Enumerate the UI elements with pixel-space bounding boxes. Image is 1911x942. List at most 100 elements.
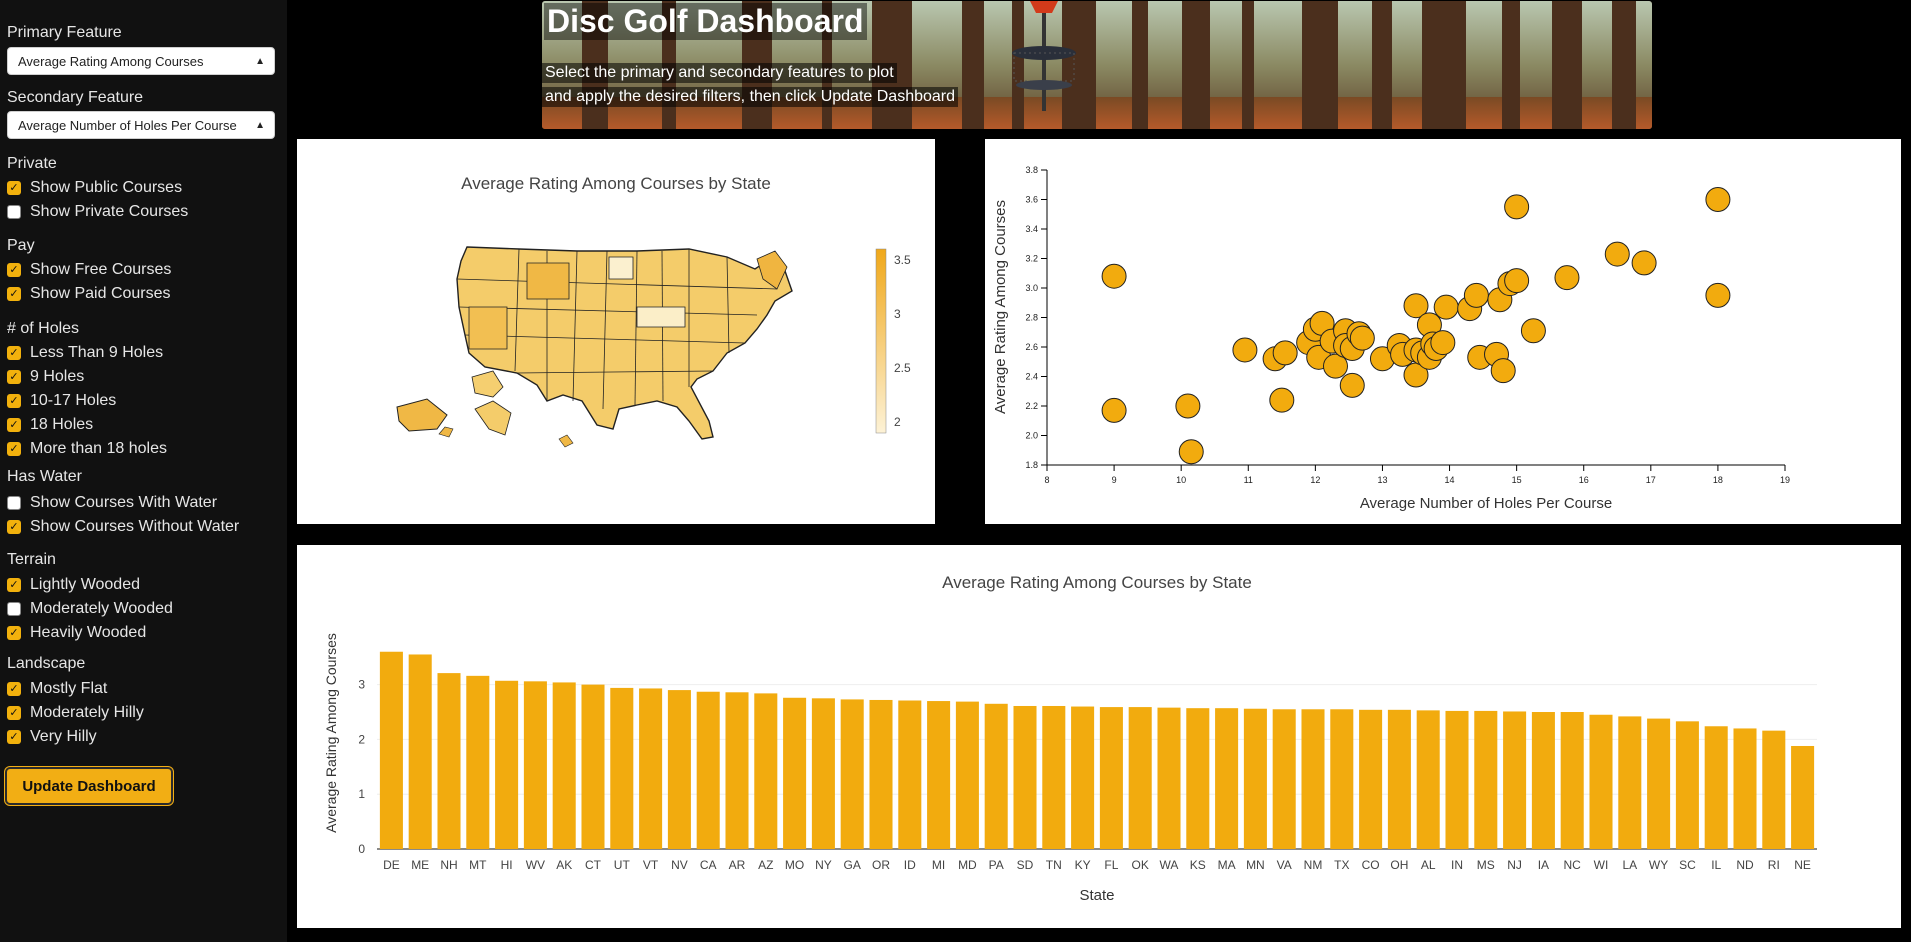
scatter-point[interactable]: [1504, 268, 1530, 294]
bar[interactable]: [466, 675, 490, 849]
bar[interactable]: [1387, 709, 1411, 849]
bar-series[interactable]: [379, 651, 1815, 849]
scatter-point[interactable]: [1520, 318, 1546, 344]
bar[interactable]: [408, 654, 432, 849]
bar[interactable]: [1272, 709, 1296, 849]
filter-checkbox[interactable]: ✓ Show Courses Without Water: [7, 517, 239, 537]
bar[interactable]: [1330, 709, 1354, 849]
filter-checkbox[interactable]: ✓ Lightly Wooded: [7, 575, 140, 595]
scatter-point[interactable]: [1705, 282, 1731, 308]
scatter-plot[interactable]: 8 9 10 11 12 13 14 15 16 17 18 19 1.8 2.0 2.2 2.4 2.6 2.8…: [985, 139, 1901, 524]
checkbox-checked-icon[interactable]: ✓: [7, 706, 21, 720]
scatter-points[interactable]: [1101, 187, 1731, 465]
scatter-point[interactable]: [1272, 340, 1298, 366]
bar[interactable]: [1704, 726, 1728, 849]
scatter-point[interactable]: [1433, 294, 1459, 320]
primary-feature-select[interactable]: Average Rating Among Courses ▲: [7, 47, 275, 75]
scatter-point[interactable]: [1349, 325, 1375, 351]
bar[interactable]: [667, 690, 691, 849]
filter-checkbox[interactable]: ✓ Heavily Wooded: [7, 623, 146, 643]
bar[interactable]: [1675, 721, 1699, 849]
bar-chart[interactable]: Average Rating Among Courses by State 0 1…: [297, 545, 1901, 928]
update-dashboard-button[interactable]: Update Dashboard: [5, 767, 173, 805]
bar[interactable]: [1503, 711, 1527, 849]
checkbox-unchecked-icon[interactable]: ✓: [7, 602, 21, 616]
scatter-point[interactable]: [1101, 263, 1127, 289]
filter-checkbox[interactable]: ✓ Show Courses With Water: [7, 493, 217, 513]
scatter-point[interactable]: [1463, 282, 1489, 308]
bar[interactable]: [1128, 707, 1152, 849]
filter-checkbox[interactable]: ✓ Show Public Courses: [7, 178, 182, 198]
bar[interactable]: [581, 684, 605, 849]
filter-checkbox[interactable]: ✓ 18 Holes: [7, 415, 93, 435]
filter-checkbox[interactable]: ✓ Very Hilly: [7, 727, 97, 747]
bar[interactable]: [725, 692, 749, 849]
checkbox-checked-icon[interactable]: ✓: [7, 520, 21, 534]
bar[interactable]: [437, 673, 461, 849]
filter-checkbox[interactable]: ✓ 10-17 Holes: [7, 391, 116, 411]
scatter-point[interactable]: [1403, 293, 1429, 319]
checkbox-checked-icon[interactable]: ✓: [7, 263, 21, 277]
checkbox-unchecked-icon[interactable]: ✓: [7, 496, 21, 510]
filter-checkbox[interactable]: ✓ 9 Holes: [7, 367, 84, 387]
checkbox-checked-icon[interactable]: ✓: [7, 682, 21, 696]
scatter-point[interactable]: [1339, 372, 1365, 398]
scatter-point[interactable]: [1504, 194, 1530, 220]
checkbox-checked-icon[interactable]: ✓: [7, 626, 21, 640]
bar[interactable]: [1243, 708, 1267, 849]
bar[interactable]: [840, 699, 864, 849]
filter-checkbox[interactable]: ✓ Show Private Courses: [7, 202, 188, 222]
scatter-point[interactable]: [1178, 439, 1204, 465]
bar[interactable]: [523, 681, 547, 849]
bar[interactable]: [1301, 709, 1325, 849]
bar[interactable]: [1013, 705, 1037, 849]
bar[interactable]: [1791, 745, 1815, 849]
us-states-map[interactable]: [396, 246, 793, 448]
checkbox-checked-icon[interactable]: ✓: [7, 442, 21, 456]
filter-checkbox[interactable]: ✓ Mostly Flat: [7, 679, 107, 699]
scatter-point[interactable]: [1101, 397, 1127, 423]
bar[interactable]: [610, 687, 634, 849]
scatter-point[interactable]: [1175, 393, 1201, 419]
bar[interactable]: [1157, 707, 1181, 849]
bar[interactable]: [1531, 712, 1555, 849]
bar[interactable]: [1618, 716, 1642, 849]
bar[interactable]: [1445, 710, 1469, 849]
scatter-point[interactable]: [1430, 330, 1456, 356]
bar[interactable]: [1099, 707, 1123, 849]
bar[interactable]: [869, 699, 893, 849]
filter-checkbox[interactable]: ✓ Moderately Hilly: [7, 703, 144, 723]
bar[interactable]: [552, 682, 576, 849]
bar[interactable]: [1474, 710, 1498, 849]
bar[interactable]: [1071, 706, 1095, 849]
bar[interactable]: [783, 697, 807, 849]
bar[interactable]: [1215, 708, 1239, 849]
checkbox-checked-icon[interactable]: ✓: [7, 394, 21, 408]
scatter-point[interactable]: [1604, 241, 1630, 267]
checkbox-checked-icon[interactable]: ✓: [7, 578, 21, 592]
scatter-point[interactable]: [1322, 353, 1348, 379]
bar[interactable]: [1186, 708, 1210, 849]
bar[interactable]: [1042, 705, 1066, 849]
filter-checkbox[interactable]: ✓ More than 18 holes: [7, 439, 167, 459]
bar[interactable]: [696, 691, 720, 849]
checkbox-unchecked-icon[interactable]: ✓: [7, 205, 21, 219]
checkbox-checked-icon[interactable]: ✓: [7, 730, 21, 744]
filter-checkbox[interactable]: ✓ Less Than 9 Holes: [7, 343, 163, 363]
bar[interactable]: [379, 651, 403, 849]
checkbox-checked-icon[interactable]: ✓: [7, 418, 21, 432]
bar[interactable]: [1560, 712, 1584, 849]
bar[interactable]: [1647, 718, 1671, 849]
bar[interactable]: [1762, 730, 1786, 849]
scatter-point[interactable]: [1232, 337, 1258, 363]
bar[interactable]: [927, 701, 951, 849]
bar[interactable]: [1416, 710, 1440, 849]
scatter-point[interactable]: [1490, 358, 1516, 384]
checkbox-checked-icon[interactable]: ✓: [7, 287, 21, 301]
filter-checkbox[interactable]: ✓ Show Free Courses: [7, 260, 171, 280]
scatter-point[interactable]: [1269, 387, 1295, 413]
bar[interactable]: [898, 700, 922, 849]
scatter-point[interactable]: [1554, 265, 1580, 291]
bar[interactable]: [1733, 728, 1757, 849]
bar[interactable]: [495, 680, 519, 849]
